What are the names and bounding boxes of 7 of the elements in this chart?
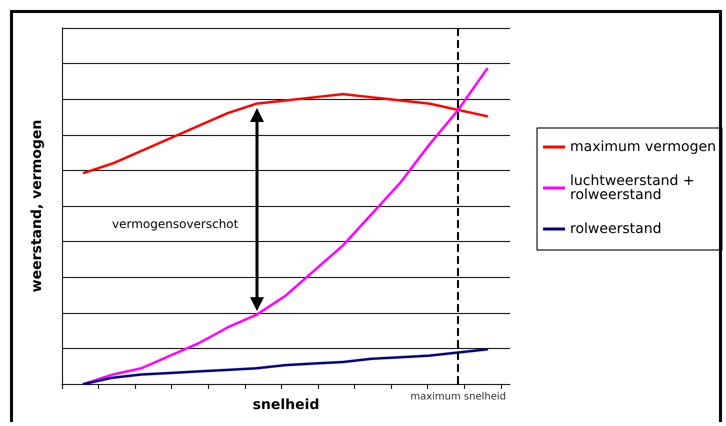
x-axis-title: snelheid xyxy=(252,397,320,413)
annotation: vermogensoverschot xyxy=(112,217,239,231)
legend-label: luchtweerstand + rolweerstand xyxy=(570,173,700,203)
legend-label: maximum vermogen xyxy=(570,139,716,155)
legend-label: rolweerstand xyxy=(570,221,662,237)
text: maximum snelheid xyxy=(410,392,506,402)
y-axis-title: weerstand, vermogen xyxy=(29,120,45,292)
